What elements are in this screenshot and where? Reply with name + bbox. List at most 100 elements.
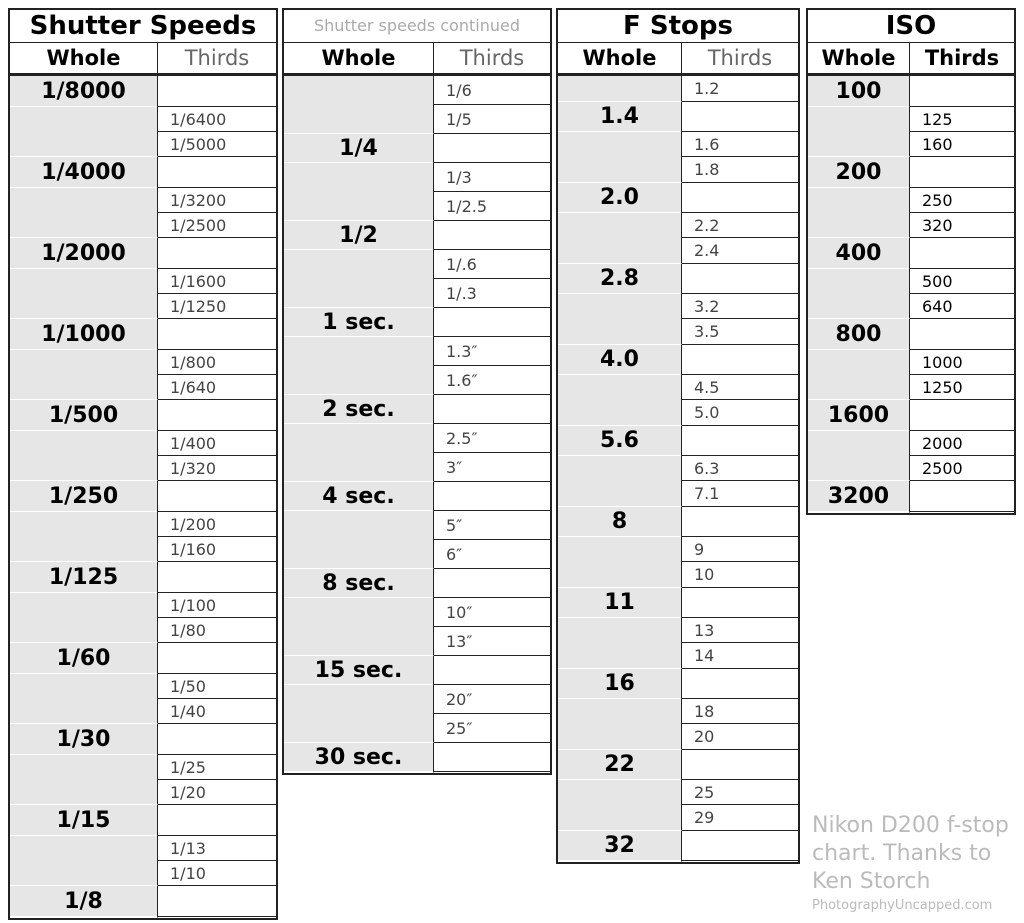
header-row: Whole Thirds [558, 43, 798, 76]
whole-spacer [158, 238, 276, 269]
whole-column: 8 [558, 506, 682, 588]
third-value: 4.5 [682, 375, 798, 400]
third-value: 1/10 [158, 861, 276, 886]
stop-group: 15 sec. 20″ 25″ [284, 656, 550, 743]
whole-spacer [158, 400, 276, 431]
third-value: 1.6 [682, 132, 798, 157]
whole-spacer [158, 562, 276, 593]
stop-group: 32 [558, 830, 798, 862]
third-value: 10″ [434, 598, 550, 627]
third-value: 320 [910, 213, 1014, 238]
stop-group: 3200 [808, 481, 1014, 513]
whole-column: 1.4 [558, 101, 682, 183]
whole-column: 32 [558, 830, 682, 862]
header-whole: Whole [284, 43, 434, 73]
whole-value: 8 sec. [284, 569, 433, 598]
third-value: 5.0 [682, 400, 798, 426]
third-value: 2500 [910, 456, 1014, 481]
whole-column: 3200 [808, 481, 910, 513]
thirds-column: 1/25 1/20 [158, 724, 276, 805]
thirds-column: 20″ 25″ [434, 656, 550, 743]
thirds-column [158, 886, 276, 918]
whole-value: 400 [808, 238, 909, 269]
third-value: 3.2 [682, 294, 798, 319]
whole-column: 1/125 [10, 562, 158, 643]
stop-group: 1/4 1/3 1/2.5 [284, 134, 550, 221]
whole-value: 1/60 [10, 643, 157, 674]
stop-group: 1/30 1/25 1/20 [10, 724, 276, 805]
stop-group: 4 sec. 5″ 6″ [284, 482, 550, 569]
third-value: 1/5 [434, 105, 550, 134]
whole-spacer [910, 157, 1014, 188]
whole-column: 15 sec. [284, 656, 434, 743]
third-value: 2.4 [682, 238, 798, 264]
whole-value: 2.8 [558, 264, 681, 294]
whole-value: 1/4000 [10, 157, 157, 188]
whole-column: 1/1000 [10, 319, 158, 400]
whole-column: 1/500 [10, 400, 158, 481]
stop-group: 100 125 160 [808, 76, 1014, 157]
third-value: 1/3200 [158, 188, 276, 213]
table: ISO Whole Thirds 100 125 160 200 250 320 400 500 64… [806, 8, 1016, 515]
whole-value: 15 sec. [284, 656, 433, 685]
whole-spacer [434, 221, 550, 250]
third-value: 1/100 [158, 593, 276, 618]
whole-column: 200 [808, 157, 910, 238]
whole-spacer [158, 643, 276, 674]
whole-value: 30 sec. [284, 743, 433, 772]
header-row: Whole Thirds [808, 43, 1014, 76]
whole-column [558, 76, 682, 102]
stop-group: 8 9 10 [558, 506, 798, 588]
whole-spacer [682, 426, 798, 456]
third-value: 1.2 [682, 76, 798, 102]
table-title: Shutter Speeds [10, 10, 276, 43]
stop-group: 800 1000 1250 [808, 319, 1014, 400]
header-row: Whole Thirds [284, 43, 550, 76]
whole-value: 32 [558, 831, 681, 861]
thirds-column: 2.2 2.4 [682, 183, 798, 264]
third-value: 14 [682, 643, 798, 669]
whole-value: 1/15 [10, 805, 157, 836]
stop-group: 1/15 1/13 1/10 [10, 805, 276, 886]
third-value: 3.5 [682, 319, 798, 345]
third-value: 1/.3 [434, 279, 550, 308]
whole-value: 4.0 [558, 345, 681, 375]
stop-group: 1.2 [558, 76, 798, 102]
whole-column: 1/60 [10, 643, 158, 724]
whole-spacer [910, 319, 1014, 350]
header-whole: Whole [10, 43, 158, 73]
thirds-column: 5″ 6″ [434, 482, 550, 569]
whole-value: 1/1000 [10, 319, 157, 350]
third-value: 6.3 [682, 456, 798, 481]
whole-column: 100 [808, 76, 910, 157]
whole-value: 1/4 [284, 134, 433, 163]
header-thirds: Thirds [184, 46, 250, 70]
thirds-column: 500 640 [910, 238, 1014, 319]
stop-group: 2.0 2.2 2.4 [558, 182, 798, 264]
whole-spacer [682, 264, 798, 294]
third-value: 640 [910, 294, 1014, 319]
thirds-column: 1/100 1/80 [158, 562, 276, 643]
whole-value: 8 [558, 507, 681, 537]
thirds-column: 3.2 3.5 [682, 264, 798, 345]
thirds-column: 18 20 [682, 669, 798, 750]
thirds-column: 6.3 7.1 [682, 426, 798, 507]
whole-value: 2.0 [558, 183, 681, 213]
whole-value: 22 [558, 750, 681, 780]
whole-value: 1/8 [10, 886, 157, 917]
thirds-column: 1.3″ 1.6″ [434, 308, 550, 395]
third-value: 20″ [434, 685, 550, 714]
whole-spacer [434, 134, 550, 163]
whole-spacer [434, 482, 550, 511]
whole-column: 1/30 [10, 724, 158, 805]
thirds-column: 1000 1250 [910, 319, 1014, 400]
thirds-column: 1/13 1/10 [158, 805, 276, 886]
header-whole: Whole [808, 43, 910, 73]
whole-spacer [158, 724, 276, 755]
whole-spacer [682, 669, 798, 699]
thirds-column: 1/3200 1/2500 [158, 157, 276, 238]
third-value: 125 [910, 107, 1014, 132]
thirds-column: 1/.6 1/.3 [434, 221, 550, 308]
third-value: 1/400 [158, 431, 276, 456]
stop-group: 1/8000 1/6400 1/5000 [10, 76, 276, 157]
